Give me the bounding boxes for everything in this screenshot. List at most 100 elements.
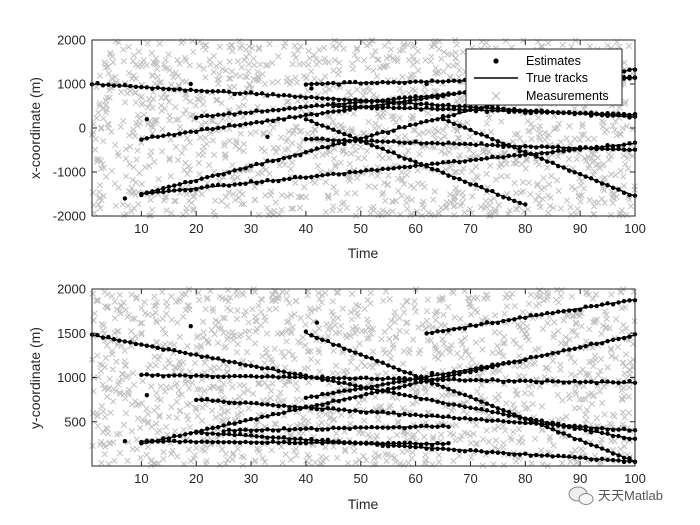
estimate-point	[172, 438, 177, 444]
measurement-marker	[365, 334, 373, 342]
measurement-marker	[118, 370, 126, 378]
measurement-marker	[286, 378, 293, 385]
measurement-marker	[498, 118, 505, 125]
estimate-point	[204, 184, 210, 189]
measurement-marker	[466, 133, 474, 141]
estimate-point	[523, 143, 528, 149]
measurement-marker	[229, 328, 236, 336]
measurement-marker	[230, 177, 237, 184]
estimate-point	[150, 189, 155, 194]
measurement-marker	[503, 160, 510, 168]
measurement-marker	[305, 47, 312, 55]
estimate-point	[320, 81, 325, 87]
estimate-point	[583, 304, 588, 309]
estimate-point	[517, 378, 523, 383]
measurement-marker	[233, 137, 240, 144]
estimate-point	[320, 441, 325, 446]
estimate-point	[506, 419, 512, 425]
measurement-marker	[396, 85, 404, 92]
estimate-point	[435, 377, 440, 382]
estimate-point	[385, 130, 391, 136]
measurement-marker	[604, 364, 611, 371]
measurement-marker	[111, 298, 119, 305]
measurement-marker	[130, 163, 137, 171]
estimate-point	[413, 102, 418, 107]
estimate-point	[353, 350, 358, 355]
measurement-marker	[209, 305, 216, 312]
estimate-point	[446, 102, 451, 108]
measurement-marker	[456, 452, 463, 459]
measurement-marker	[222, 67, 229, 74]
estimate-point	[226, 431, 232, 437]
measurement-marker	[591, 317, 598, 324]
estimate-point	[331, 96, 336, 101]
measurement-marker	[151, 60, 159, 68]
estimate-point	[380, 376, 385, 382]
measurement-marker	[425, 128, 432, 135]
estimate-point	[353, 169, 358, 175]
estimate-point	[413, 424, 418, 429]
measurement-marker	[630, 288, 638, 295]
estimate-point	[402, 443, 407, 449]
estimate-point	[320, 437, 325, 443]
estimate-point	[298, 94, 303, 99]
measurement-marker	[99, 362, 106, 369]
measurement-marker	[255, 44, 263, 51]
measurement-marker	[429, 324, 436, 331]
measurement-marker	[439, 392, 446, 399]
estimate-point	[451, 402, 457, 407]
estimate-point	[172, 348, 177, 353]
measurement-marker	[498, 173, 505, 180]
y-tick-label: 2000	[57, 282, 86, 297]
measurement-marker	[115, 378, 123, 385]
measurement-marker	[207, 61, 214, 68]
estimate-point	[457, 403, 462, 408]
measurement-marker	[478, 316, 486, 324]
estimate-point	[314, 375, 320, 381]
measurement-marker	[419, 321, 426, 328]
measurement-marker	[487, 162, 494, 169]
measurement-marker	[225, 114, 232, 121]
estimate-point	[407, 377, 413, 382]
estimate-point	[391, 150, 396, 155]
measurement-marker	[382, 197, 389, 204]
estimate-point	[468, 367, 473, 373]
estimate-point	[358, 386, 363, 391]
measurement-marker	[163, 94, 170, 102]
estimate-point	[457, 378, 462, 383]
measurement-marker	[156, 353, 163, 360]
estimate-point	[369, 80, 374, 86]
estimate-point	[605, 182, 610, 188]
estimate-point	[407, 122, 413, 128]
estimate-point	[462, 326, 468, 331]
measurement-marker	[341, 446, 349, 453]
estimate-point	[391, 139, 396, 144]
measurement-marker	[234, 411, 241, 418]
measurement-marker	[163, 310, 170, 317]
measurement-marker	[167, 384, 174, 391]
y-tick-label: 500	[64, 414, 86, 429]
measurement-marker	[403, 171, 411, 179]
measurement-marker	[192, 189, 199, 197]
measurement-marker	[326, 415, 333, 422]
measurement-marker	[468, 168, 476, 175]
estimate-point	[303, 375, 309, 381]
estimate-point	[528, 151, 533, 157]
estimate-point	[375, 376, 380, 382]
measurement-marker	[332, 163, 339, 170]
estimate-point	[396, 391, 402, 397]
estimate-point	[331, 80, 336, 86]
measurement-marker	[483, 170, 490, 178]
measurement-marker	[432, 70, 439, 77]
measurement-marker	[546, 434, 554, 441]
estimate-point	[331, 127, 336, 132]
measurement-marker	[361, 88, 368, 96]
measurement-marker	[168, 209, 175, 217]
measurement-marker	[559, 397, 566, 404]
estimate-point	[627, 192, 632, 198]
measurement-marker	[109, 351, 116, 358]
estimate-point	[402, 95, 407, 100]
measurement-marker	[293, 452, 300, 459]
estimate-point	[281, 93, 287, 98]
estimate-point	[243, 121, 248, 127]
